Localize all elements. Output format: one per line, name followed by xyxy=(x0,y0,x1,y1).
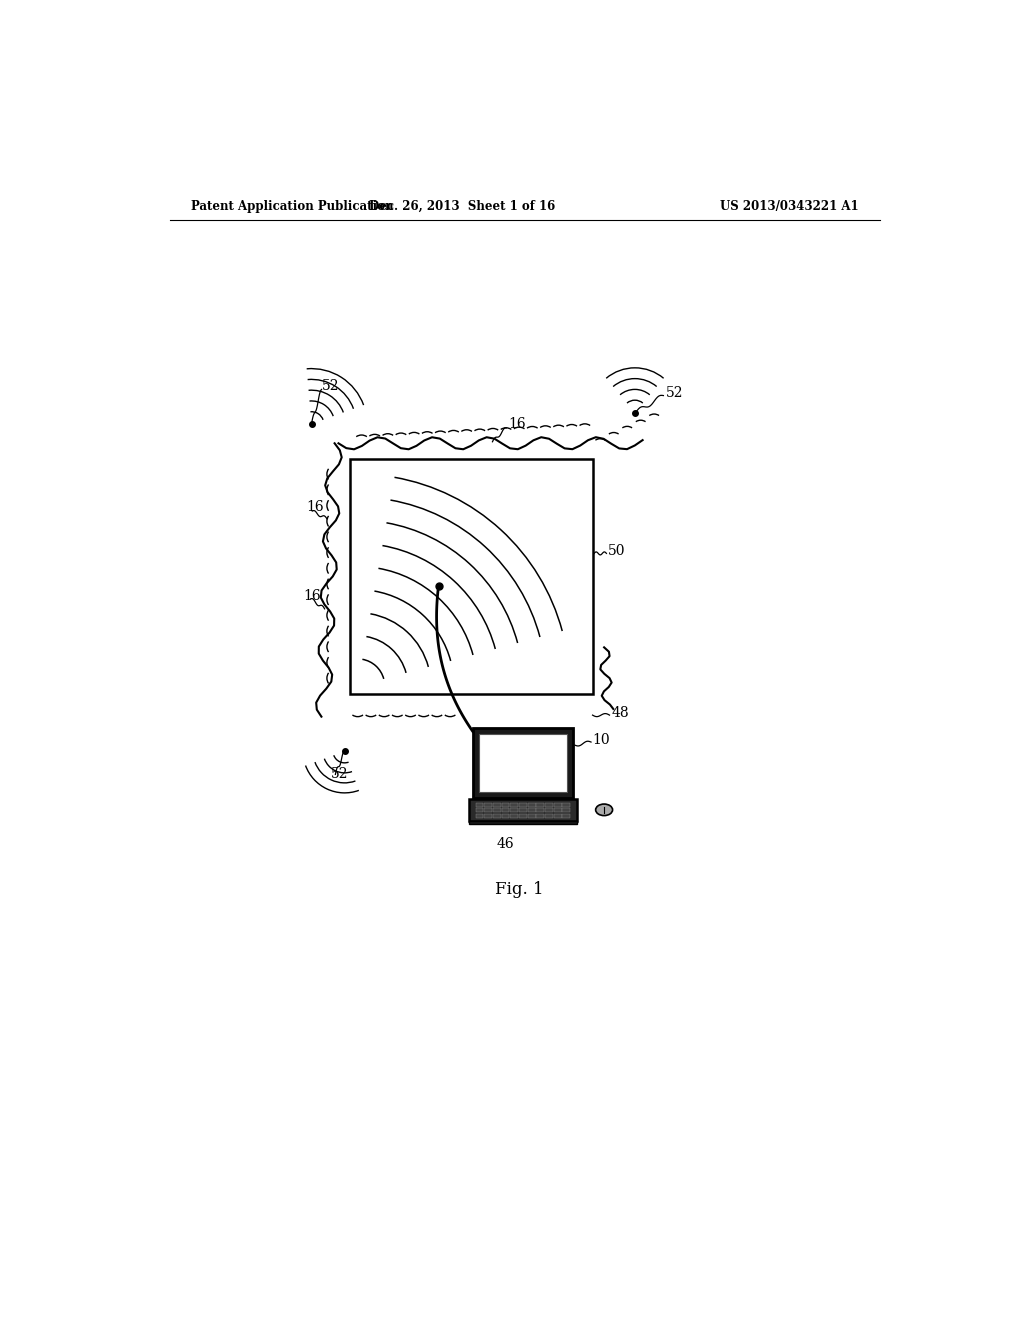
Bar xyxy=(469,799,578,821)
Text: Patent Application Publication: Patent Application Publication xyxy=(190,199,393,213)
Bar xyxy=(545,813,553,817)
Bar xyxy=(493,803,501,807)
Bar xyxy=(554,803,561,807)
Text: Fig. 1: Fig. 1 xyxy=(495,882,544,899)
Bar xyxy=(537,813,544,817)
Bar xyxy=(484,803,493,807)
Text: 52: 52 xyxy=(331,767,348,781)
Bar xyxy=(562,803,570,807)
Bar xyxy=(519,813,526,817)
Bar xyxy=(510,808,518,812)
Text: 16: 16 xyxy=(304,589,322,603)
Text: 46: 46 xyxy=(497,837,514,850)
Text: 52: 52 xyxy=(322,379,339,392)
Text: Dec. 26, 2013  Sheet 1 of 16: Dec. 26, 2013 Sheet 1 of 16 xyxy=(369,199,555,213)
Bar xyxy=(475,813,483,817)
Bar xyxy=(537,808,544,812)
Bar xyxy=(493,808,501,812)
Bar xyxy=(527,803,536,807)
Bar xyxy=(545,808,553,812)
Bar xyxy=(475,803,483,807)
Bar xyxy=(473,729,573,797)
Bar xyxy=(554,813,561,817)
Bar xyxy=(554,808,561,812)
Bar xyxy=(537,803,544,807)
Ellipse shape xyxy=(596,804,612,816)
Bar xyxy=(562,813,570,817)
Text: 10: 10 xyxy=(593,733,610,747)
Bar xyxy=(519,803,526,807)
Bar xyxy=(502,808,510,812)
Bar xyxy=(545,803,553,807)
Bar xyxy=(475,808,483,812)
Bar xyxy=(562,808,570,812)
Text: 16: 16 xyxy=(306,500,324,515)
Bar xyxy=(527,808,536,812)
Bar xyxy=(350,459,593,693)
Text: 52: 52 xyxy=(666,387,683,400)
Text: 16: 16 xyxy=(508,417,525,432)
Bar xyxy=(484,808,493,812)
Bar xyxy=(510,803,518,807)
Text: 48: 48 xyxy=(611,706,630,719)
Bar xyxy=(484,813,493,817)
Text: 50: 50 xyxy=(608,544,626,558)
Bar xyxy=(527,813,536,817)
Bar xyxy=(502,803,510,807)
Bar xyxy=(502,813,510,817)
Bar xyxy=(510,813,518,817)
Bar xyxy=(469,821,578,825)
Bar xyxy=(479,734,567,792)
Bar xyxy=(493,813,501,817)
Bar xyxy=(519,808,526,812)
Text: US 2013/0343221 A1: US 2013/0343221 A1 xyxy=(720,199,859,213)
